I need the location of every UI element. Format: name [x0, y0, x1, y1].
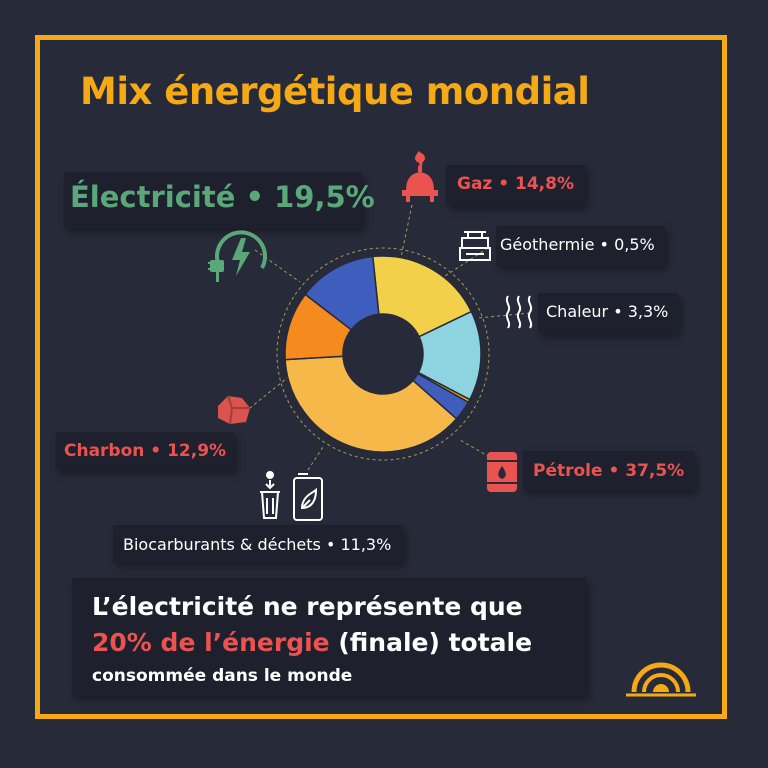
coal-icon — [218, 395, 250, 425]
footer-line-2-rest: (finale) totale — [329, 628, 533, 657]
logo-icon — [626, 662, 696, 697]
orange-frame — [35, 35, 727, 719]
label-gaz: Gaz • 14,8% — [446, 165, 585, 205]
page-title: Mix énergétique mondial — [80, 70, 590, 113]
label-petrole: Pétrole • 37,5% — [523, 451, 695, 491]
donut-hole — [343, 314, 423, 394]
donut-slices — [284, 255, 482, 453]
footer-line-3: consommée dans le monde — [92, 666, 353, 686]
plug-lightning-icon — [208, 230, 267, 282]
footer-highlight: 20% de l’énergie — [92, 628, 330, 657]
footer-line-2: 20% de l’énergie (finale) totale — [92, 628, 532, 657]
geothermal-icon — [459, 231, 491, 261]
gas-burner-icon — [402, 150, 438, 202]
footer-box: L’électricité ne représente que 20% de l… — [72, 578, 586, 696]
label-electricite: Électricité • 19,5% — [64, 172, 375, 228]
label-geothermie: Géothermie • 0,5% — [496, 226, 665, 266]
label-charbon: Charbon • 12,9% — [56, 432, 235, 470]
heat-waves-icon — [505, 295, 533, 329]
chart-outline-ring — [276, 247, 490, 461]
connector-lines — [244, 204, 531, 471]
footer-line-1: L’électricité ne représente que — [92, 592, 523, 621]
bin-and-biofuel-icon — [260, 471, 323, 521]
label-biocarburants: Biocarburants & déchets • 11,3% — [113, 525, 404, 563]
oil-barrel-icon — [487, 452, 517, 492]
label-chaleur: Chaleur • 3,3% — [538, 293, 679, 333]
